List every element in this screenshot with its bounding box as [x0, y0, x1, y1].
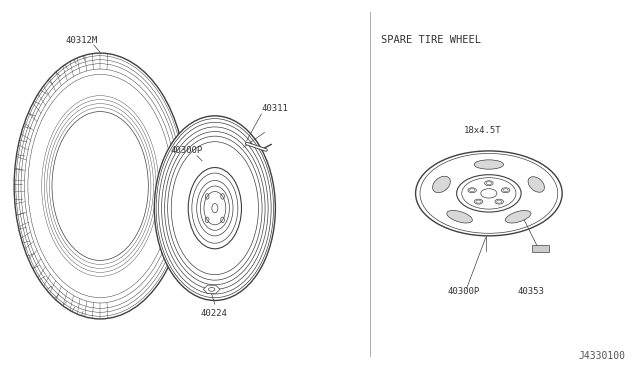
- Ellipse shape: [154, 116, 275, 301]
- Circle shape: [468, 188, 476, 193]
- Circle shape: [501, 188, 510, 193]
- Text: 40300P: 40300P: [447, 287, 480, 296]
- Ellipse shape: [52, 112, 148, 260]
- Text: SPARE TIRE WHEEL: SPARE TIRE WHEEL: [381, 35, 481, 45]
- FancyBboxPatch shape: [532, 245, 548, 252]
- Polygon shape: [204, 285, 220, 294]
- Circle shape: [481, 189, 497, 198]
- Circle shape: [484, 181, 493, 186]
- Ellipse shape: [433, 176, 451, 193]
- Text: 40312M: 40312M: [65, 36, 97, 45]
- Text: J4330100: J4330100: [579, 351, 626, 361]
- Ellipse shape: [447, 211, 472, 223]
- Ellipse shape: [188, 167, 241, 249]
- Text: 40300P: 40300P: [170, 147, 202, 155]
- Text: 40224: 40224: [201, 309, 228, 318]
- Circle shape: [456, 175, 521, 212]
- Ellipse shape: [528, 177, 545, 192]
- Ellipse shape: [196, 180, 233, 236]
- Circle shape: [495, 199, 504, 204]
- Text: 40353: 40353: [518, 287, 545, 296]
- Text: 18x4.5T: 18x4.5T: [463, 126, 501, 135]
- Ellipse shape: [14, 53, 186, 319]
- Ellipse shape: [474, 160, 504, 169]
- Ellipse shape: [506, 211, 531, 223]
- Circle shape: [415, 151, 562, 236]
- Circle shape: [474, 199, 483, 204]
- Text: 40311: 40311: [261, 104, 288, 113]
